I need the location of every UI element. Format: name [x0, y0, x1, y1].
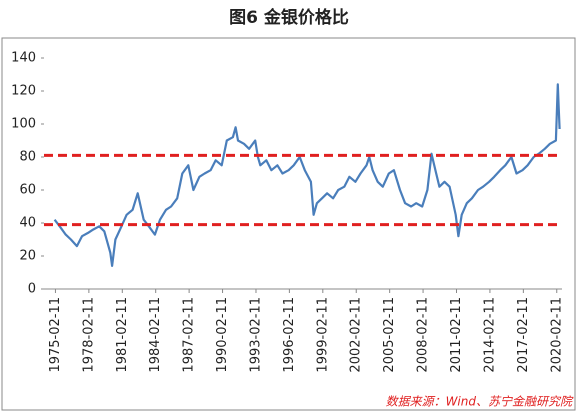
x-tick-label: 2005-02-11: [382, 297, 397, 373]
y-tick-label: 120: [11, 84, 36, 99]
y-tick-label: 60: [19, 183, 36, 198]
x-tick-label: 1975-02-11: [48, 297, 63, 373]
chart-title: 图6 金银价格比: [229, 7, 349, 28]
x-tick-label: 2020-02-11: [549, 297, 564, 373]
x-tick-label: 2002-02-11: [349, 297, 364, 373]
y-tick-label: 20: [19, 249, 36, 264]
x-tick-label: 1999-02-11: [315, 297, 330, 373]
x-tick-label: 2017-02-11: [516, 297, 531, 373]
series-line: [53, 83, 561, 267]
chart-border: [1, 37, 576, 411]
y-tick-label: 140: [11, 51, 36, 66]
x-tick-label: 1987-02-11: [182, 297, 197, 373]
x-tick-label: 1993-02-11: [248, 297, 263, 373]
y-tick-label: 40: [19, 216, 36, 231]
y-tick-label: 80: [19, 150, 36, 165]
source-note: 数据来源：Wind、苏宁金融研究院: [386, 395, 574, 409]
x-tick-label: 1990-02-11: [215, 297, 230, 373]
x-tick-label: 1996-02-11: [282, 297, 297, 373]
y-tick-label: 100: [11, 117, 36, 132]
x-tick-label: 2011-02-11: [449, 297, 464, 373]
x-tick-label: 1981-02-11: [115, 297, 130, 373]
x-tick-label: 2008-02-11: [416, 297, 431, 373]
x-tick-label: 1978-02-11: [81, 297, 96, 373]
y-tick-label: 0: [28, 282, 36, 297]
x-tick-label: 2014-02-11: [482, 297, 497, 373]
x-tick-label: 1984-02-11: [148, 297, 163, 373]
